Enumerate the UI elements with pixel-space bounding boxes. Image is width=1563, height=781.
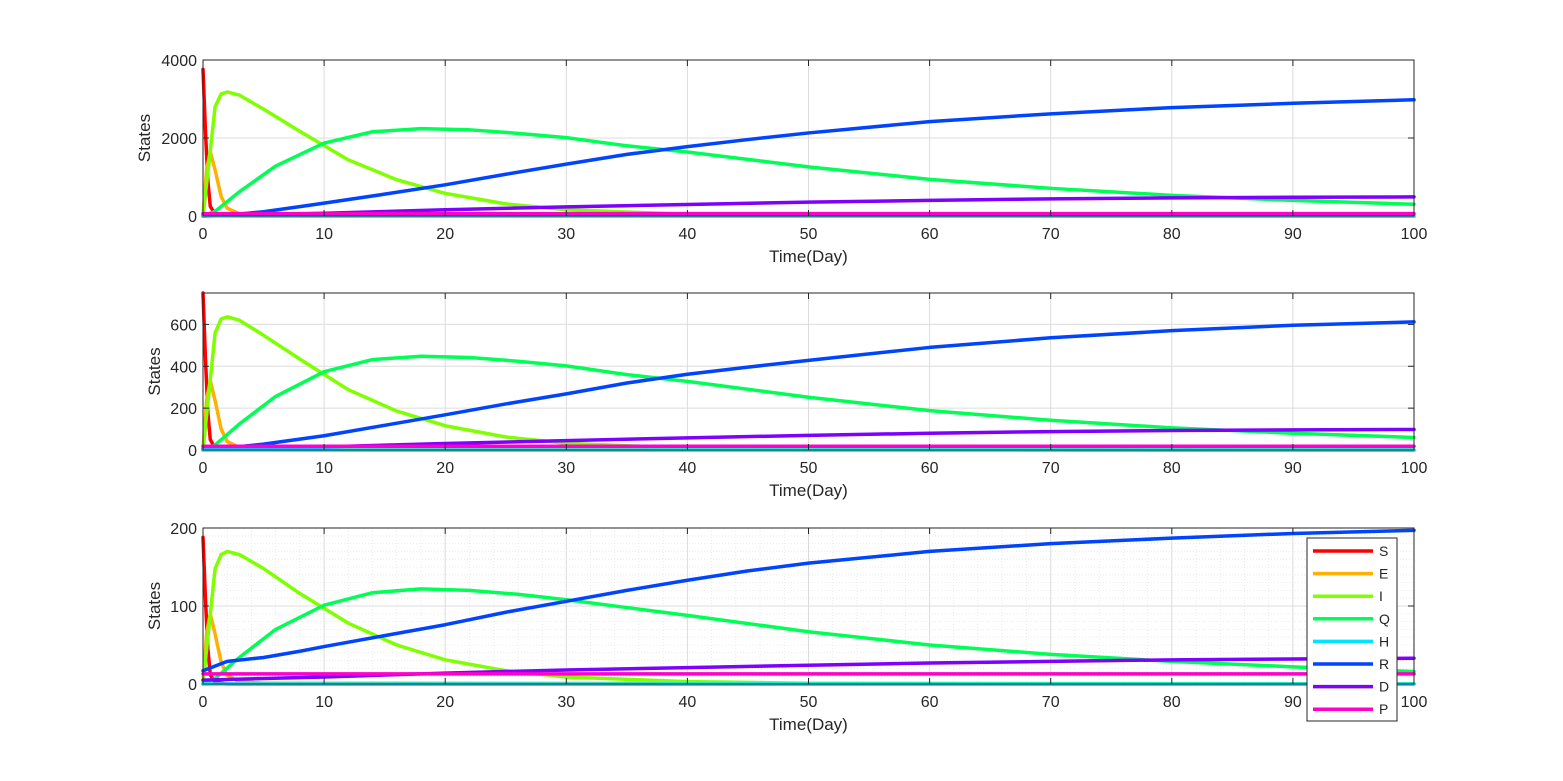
y-tick-label: 600 (170, 317, 197, 334)
x-tick-label: 90 (1284, 694, 1302, 711)
x-tick-label: 40 (679, 694, 697, 711)
x-tick-label: 10 (315, 694, 333, 711)
legend-label-d: D (1379, 679, 1389, 695)
x-tick-label: 60 (921, 460, 939, 477)
x-tick-label: 30 (557, 694, 575, 711)
chart-panel-1: 0 10 20 30 40 50 60 70 80 90 100 0 2000 4000 Time(Day)… (135, 53, 1427, 266)
x-tick-label: 30 (557, 226, 575, 243)
y-tick-label: 2000 (161, 131, 197, 148)
x-tick-label: 0 (199, 460, 208, 477)
series-line-r (201, 98, 1416, 218)
y-tick-label: 200 (170, 521, 197, 538)
x-tick-label: 20 (436, 226, 454, 243)
x-axis-label: Time(Day) (769, 247, 848, 266)
series-line-i (201, 549, 1416, 686)
x-tick-label: 20 (436, 460, 454, 477)
legend-label-q: Q (1379, 611, 1390, 627)
x-tick-label: 50 (800, 460, 818, 477)
x-tick-label: 70 (1042, 694, 1060, 711)
legend-label-h: H (1379, 633, 1389, 649)
x-tick-label: 70 (1042, 226, 1060, 243)
series-line-q (201, 354, 1416, 452)
legend-label-s: S (1379, 543, 1388, 559)
y-tick-label: 0 (188, 443, 197, 460)
x-tick-label: 40 (679, 460, 697, 477)
y-axis-label: States (145, 582, 164, 630)
x-tick-label: 100 (1401, 694, 1428, 711)
legend-label-e: E (1379, 566, 1388, 582)
legend-box (1306, 537, 1398, 722)
y-tick-label: 200 (170, 401, 197, 418)
x-tick-label: 0 (199, 226, 208, 243)
x-tick-label: 80 (1163, 226, 1181, 243)
y-axis-label: States (145, 347, 164, 395)
x-tick-label: 80 (1163, 460, 1181, 477)
x-axis-label: Time(Day) (769, 715, 848, 734)
x-tick-label: 90 (1284, 460, 1302, 477)
x-tick-label: 20 (436, 694, 454, 711)
y-tick-label: 0 (188, 209, 197, 226)
x-tick-label: 100 (1401, 460, 1428, 477)
x-tick-label: 10 (315, 226, 333, 243)
chart-panel-3: 0 10 20 30 40 50 60 70 80 90 100 0 100 200 Time(Day) St… (145, 521, 1427, 734)
y-tick-label: 100 (170, 599, 197, 616)
x-tick-label: 90 (1284, 226, 1302, 243)
x-tick-label: 60 (921, 226, 939, 243)
x-tick-label: 100 (1401, 226, 1428, 243)
y-tick-label: 0 (188, 677, 197, 694)
x-tick-label: 10 (315, 460, 333, 477)
series-line-r (201, 320, 1416, 452)
series-line-d (201, 195, 1416, 218)
chart-panel-2: 0 10 20 30 40 50 60 70 80 90 100 0 200 400 600 Time(Day… (145, 291, 1428, 500)
legend-label-r: R (1379, 656, 1389, 672)
x-tick-label: 80 (1163, 694, 1181, 711)
y-axis-label: States (135, 114, 154, 162)
x-tick-label: 70 (1042, 460, 1060, 477)
y-tick-label: 400 (170, 359, 197, 376)
x-tick-label: 60 (921, 694, 939, 711)
x-tick-label: 50 (800, 226, 818, 243)
series-line-q (201, 587, 1416, 686)
x-tick-label: 40 (679, 226, 697, 243)
x-tick-label: 50 (800, 694, 818, 711)
y-tick-label: 4000 (161, 53, 197, 70)
series-line-q (201, 126, 1416, 218)
x-axis-label: Time(Day) (769, 481, 848, 500)
x-tick-label: 30 (557, 460, 575, 477)
x-tick-label: 0 (199, 694, 208, 711)
legend-label-p: P (1379, 701, 1388, 717)
series-line-r (201, 528, 1416, 673)
legend-label-i: I (1379, 588, 1383, 604)
